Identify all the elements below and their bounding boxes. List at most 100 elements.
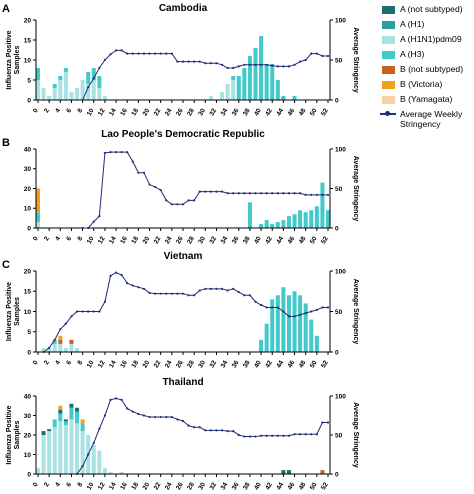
y2-axis-label: Average Stringency — [352, 402, 359, 468]
stringency-point-week-9 — [87, 226, 90, 230]
x-tick-label: 32 — [209, 359, 219, 369]
x-tick-label: 28 — [186, 107, 196, 117]
bar-h1n1pdm09-week-6 — [69, 343, 74, 352]
stringency-point-week-13 — [109, 398, 112, 401]
x-tick-label: 36 — [231, 481, 241, 491]
x-tick-label: 52 — [320, 235, 330, 245]
stringency-point-week-23 — [165, 292, 168, 295]
y-tick-label: 20 — [24, 17, 32, 24]
stringency-point-week-46 — [293, 433, 296, 436]
legend-swatch — [382, 51, 395, 59]
x-tick-label: 50 — [309, 107, 319, 117]
stringency-point-week-14 — [114, 49, 118, 52]
legend-label: B (Yamagata) — [400, 94, 453, 104]
x-tick-label: 26 — [175, 235, 185, 245]
stringency-point-week-31 — [209, 429, 212, 432]
stringency-point-week-12 — [103, 300, 107, 303]
stringency-point-week-34 — [226, 66, 229, 70]
stringency-point-week-51 — [321, 421, 324, 424]
y2-tick-label: 50 — [335, 309, 343, 316]
x-tick-label: 20 — [142, 235, 152, 245]
bar-h1n1pdm09-week-0 — [35, 222, 41, 228]
x-tick-label: 8 — [76, 107, 84, 114]
stringency-point-week-17 — [131, 284, 134, 287]
y2-tick-label: 100 — [335, 146, 346, 153]
x-tick-label: 14 — [108, 235, 118, 245]
panel-letter: C — [2, 259, 10, 271]
stringency-point-week-20 — [148, 291, 151, 294]
bar-h1n1pdm09-week-31 — [208, 96, 213, 100]
stringency-point-week-35 — [232, 192, 235, 195]
legend-item: A (H3) — [380, 49, 474, 64]
bar-h3-week-42 — [270, 224, 275, 228]
x-tick-label: 48 — [298, 359, 308, 369]
stringency-point-week-49 — [310, 310, 313, 313]
bar-not-subtyped-week-1 — [41, 431, 46, 435]
bar-h1n1pdm09-week-4 — [58, 343, 63, 352]
stringency-point-week-20 — [148, 415, 151, 419]
bar-h3-week-41 — [264, 323, 269, 352]
stringency-point-week-21 — [154, 415, 157, 419]
x-tick-label: 6 — [65, 235, 73, 242]
stringency-point-week-13 — [109, 151, 112, 154]
stringency-point-week-44 — [282, 192, 285, 195]
bar-h3-week-49 — [309, 319, 314, 352]
x-tick-label: 14 — [108, 481, 118, 491]
x-tick-label: 42 — [264, 359, 274, 369]
y2-tick-label: 0 — [335, 225, 339, 232]
x-tick-label: 2 — [43, 235, 51, 242]
bar-h3-week-51 — [320, 182, 325, 228]
y-axis-label: Influenza PositiveSamples — [6, 30, 21, 89]
stringency-point-week-41 — [265, 306, 268, 309]
stringency-line — [82, 49, 328, 101]
stringency-point-week-33 — [220, 287, 224, 290]
bar-h1n1pdm09-week-7 — [75, 347, 80, 352]
bar-h1n1pdm09-week-11 — [97, 88, 102, 100]
stringency-line — [82, 151, 328, 229]
stringency-point-week-32 — [215, 62, 218, 65]
y-tick-label: 40 — [24, 393, 32, 400]
x-tick-label: 12 — [97, 359, 107, 369]
stringency-point-week-50 — [315, 433, 318, 436]
bar-h3-week-5 — [63, 421, 68, 426]
bar-h1n1pdm09-week-6 — [69, 419, 74, 474]
x-tick-label: 4 — [54, 235, 62, 242]
stringency-point-week-34 — [226, 430, 229, 433]
stringency-point-week-18 — [137, 286, 140, 289]
y-axis-label-line: Samples — [14, 420, 21, 449]
bar-h3-week-38 — [247, 202, 252, 228]
stringency-point-week-7 — [75, 472, 79, 476]
bar-not-subtyped-week-6 — [69, 403, 74, 408]
x-tick-label: 30 — [197, 107, 207, 117]
x-tick-label: 8 — [76, 359, 84, 366]
y-axis-label: Influenza PositiveSamples — [6, 405, 21, 464]
y2-tick-label: 100 — [335, 17, 346, 24]
x-tick-label: 44 — [275, 359, 285, 369]
stringency-point-week-46 — [293, 63, 296, 66]
y-tick-label: 5 — [27, 77, 31, 84]
x-tick-label: 48 — [298, 235, 308, 245]
stringency-point-week-9 — [87, 310, 90, 313]
stringency-point-week-33 — [220, 190, 224, 193]
x-tick-label: 38 — [242, 359, 252, 369]
stringency-point-week-36 — [237, 433, 240, 437]
bar-not-subtyped-week-45 — [286, 470, 291, 474]
stringency-point-week-45 — [287, 434, 291, 437]
legend-label: Average Weekly Stringency — [400, 109, 463, 129]
x-tick-label: 32 — [209, 481, 219, 491]
x-tick-label: 22 — [153, 235, 163, 245]
stringency-point-week-51 — [321, 193, 324, 196]
stringency-point-week-14 — [114, 397, 118, 400]
bar-b-not-subtyped-week-51 — [320, 470, 325, 474]
y2-tick-label: 100 — [335, 268, 346, 275]
legend-item: B (Yamagata) — [380, 94, 474, 109]
bar-h3-week-47 — [298, 295, 303, 352]
x-tick-label: 2 — [43, 359, 51, 366]
bar-h3-week-41 — [264, 220, 269, 228]
x-tick-label: 12 — [97, 235, 107, 245]
stringency-point-week-43 — [276, 192, 279, 195]
stringency-point-week-47 — [299, 313, 302, 316]
legend-swatch — [382, 96, 395, 104]
legend-item: Average Weekly Stringency — [380, 109, 474, 133]
x-tick-label: 40 — [253, 235, 263, 245]
